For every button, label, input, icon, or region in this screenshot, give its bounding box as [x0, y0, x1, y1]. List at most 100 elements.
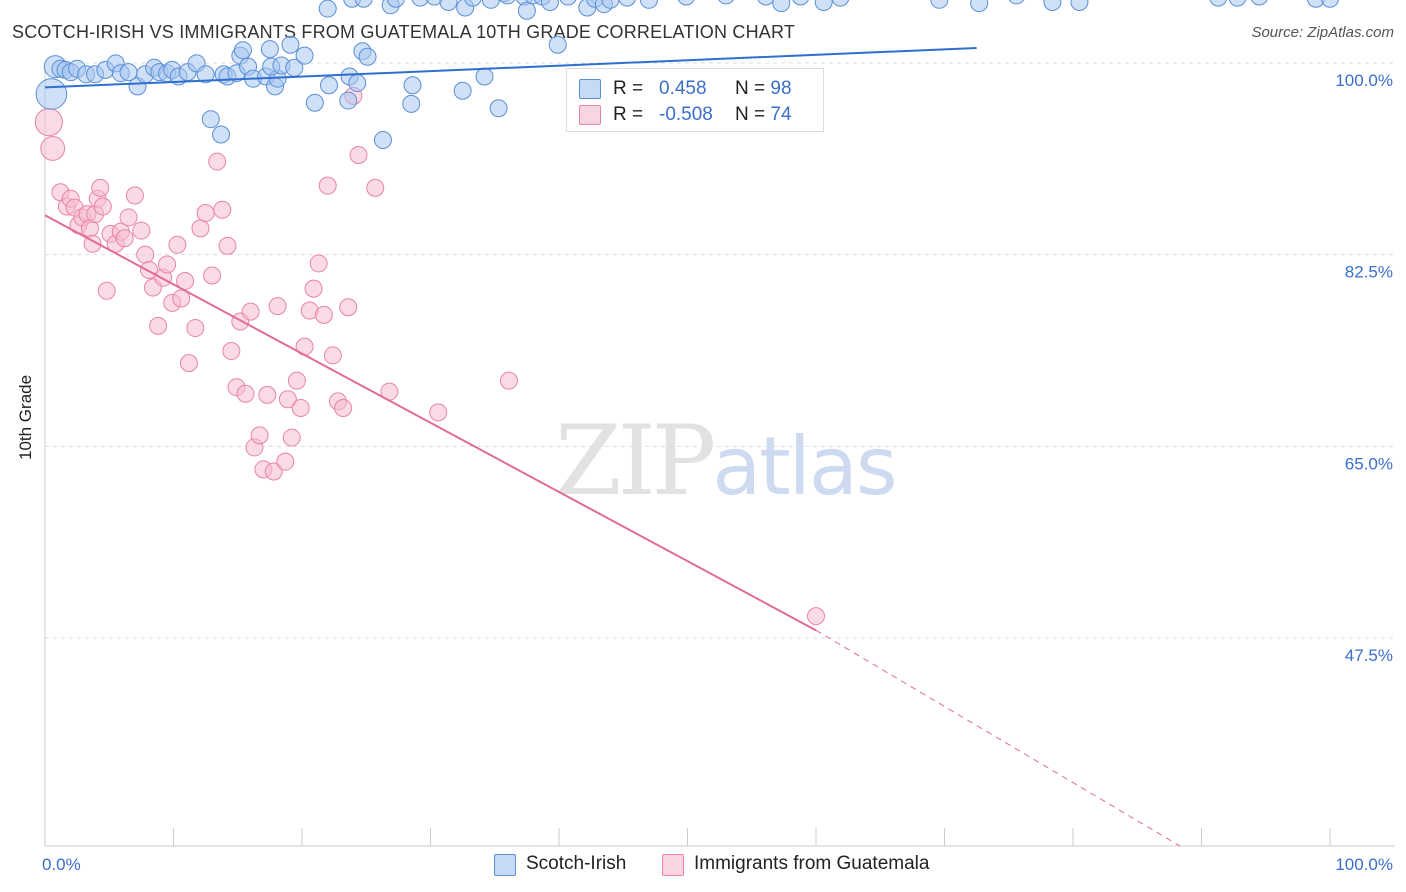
point-scotch-irish-37	[281, 35, 300, 54]
point-scotch-irish-96	[1321, 0, 1339, 8]
point-guatemala-60	[309, 254, 328, 273]
point-scotch-irish-22	[201, 110, 220, 129]
point-scotch-irish-88	[970, 0, 989, 13]
point-guatemala-22	[132, 221, 151, 240]
point-scotch-irish-79	[639, 0, 658, 9]
point-scotch-irish-42	[319, 76, 338, 95]
axes	[44, 68, 1395, 847]
stats-legend: R = 0.458 N = 98 R = -0.508 N = 74	[566, 68, 824, 132]
point-guatemala-50	[264, 462, 283, 481]
legend-label-guatemala: Immigrants from Guatemala	[694, 853, 930, 874]
n-label: N = 74	[735, 104, 792, 125]
point-guatemala-56	[291, 399, 310, 417]
point-scotch-irish-78	[618, 0, 636, 7]
trend-line-scotch-irish	[44, 47, 977, 89]
grid	[45, 62, 1395, 639]
point-scotch-irish-62	[481, 0, 500, 9]
point-scotch-irish-71	[548, 35, 567, 54]
point-guatemala-73	[807, 607, 825, 626]
y-tick-label-3: 100.0%	[1335, 71, 1393, 90]
point-guatemala-68	[349, 146, 368, 164]
x-tick-label-1: 100.0%	[1335, 855, 1393, 874]
point-guatemala-66	[339, 298, 358, 317]
point-scotch-irish-56	[426, 0, 443, 6]
point-guatemala-51	[268, 297, 287, 316]
point-scotch-irish-28	[233, 41, 252, 60]
legend-swatch-guatemala	[662, 854, 684, 876]
point-guatemala-71	[429, 403, 448, 422]
point-guatemala-19	[115, 229, 134, 248]
point-guatemala-41	[222, 342, 241, 361]
source-label: Source: ZipAtlas.com	[1251, 24, 1394, 41]
point-scotch-irish-63	[489, 99, 508, 118]
point-guatemala-40	[218, 236, 237, 255]
point-guatemala-32	[176, 271, 195, 290]
legend-swatch-scotch-irish	[494, 854, 516, 876]
point-guatemala-62	[318, 176, 337, 195]
point-scotch-irish-72	[559, 0, 577, 6]
point-guatemala-53	[278, 390, 297, 409]
point-scotch-irish-53	[402, 94, 421, 113]
point-guatemala-15	[97, 281, 116, 300]
point-scotch-irish-65	[499, 0, 516, 5]
r-label: R =	[613, 104, 644, 125]
point-guatemala-0	[34, 108, 63, 137]
point-scotch-irish-61	[475, 67, 494, 86]
point-scotch-irish-90	[1043, 0, 1062, 11]
point-scotch-irish-89	[1008, 0, 1025, 5]
n-value: 98	[770, 78, 792, 99]
point-scotch-irish-0	[35, 78, 68, 110]
y-tick-label-2: 82.5%	[1345, 263, 1393, 282]
chart-title: SCOTCH-IRISH VS IMMIGRANTS FROM GUATEMAL…	[12, 22, 796, 42]
point-scotch-irish-86	[831, 0, 850, 7]
point-scotch-irish-48	[358, 47, 377, 66]
point-scotch-irish-87	[930, 0, 949, 9]
point-guatemala-54	[282, 428, 301, 447]
watermark-atlas: atlas	[712, 420, 897, 513]
watermark: ZIPatlas	[555, 405, 898, 517]
point-scotch-irish-43	[339, 91, 358, 110]
point-scotch-irish-21	[196, 65, 215, 84]
r-value: 0.458	[659, 78, 707, 99]
point-scotch-irish-91	[1070, 0, 1089, 11]
trend-extension-guatemala	[815, 629, 1181, 847]
point-guatemala-21	[125, 186, 144, 205]
tick-labels: 47.5% 65.0% 82.5% 100.0% 0.0% 100.0%	[42, 71, 1393, 874]
point-guatemala-30	[168, 235, 187, 254]
y-axis-label: 10th Grade	[16, 374, 35, 460]
point-scotch-irish-32	[260, 40, 279, 59]
point-guatemala-39	[213, 200, 232, 219]
trend-lines	[44, 47, 1181, 847]
point-scotch-irish-77	[601, 0, 620, 9]
point-guatemala-35	[191, 219, 210, 238]
point-guatemala-61	[314, 305, 333, 324]
point-scotch-irish-83	[772, 0, 791, 13]
swatch-guatemala	[579, 105, 601, 125]
point-scotch-irish-41	[318, 0, 337, 18]
point-guatemala-28	[158, 255, 177, 274]
point-scotch-irish-81	[718, 0, 734, 5]
point-guatemala-65	[334, 399, 353, 417]
point-guatemala-47	[250, 426, 269, 445]
point-guatemala-59	[304, 279, 323, 298]
point-scotch-irish-67	[517, 1, 536, 20]
point-scotch-irish-82	[757, 0, 775, 6]
point-scotch-irish-23	[212, 125, 231, 144]
watermark-zip: ZIP	[555, 405, 716, 517]
point-scotch-irish-52	[386, 0, 405, 8]
point-guatemala-52	[276, 452, 295, 471]
series-guatemala-points	[34, 86, 825, 626]
x-tick-label-0: 0.0%	[42, 855, 81, 874]
r-value: -0.508	[659, 104, 713, 125]
point-guatemala-23	[136, 245, 155, 264]
trend-line-guatemala	[44, 214, 817, 632]
point-scotch-irish-57	[439, 0, 458, 11]
point-guatemala-55	[287, 371, 306, 390]
point-guatemala-45	[241, 302, 260, 321]
point-guatemala-44	[236, 384, 255, 403]
point-guatemala-14	[93, 197, 112, 216]
point-scotch-irish-92	[1209, 0, 1227, 7]
point-guatemala-13	[91, 178, 110, 197]
point-guatemala-37	[203, 266, 222, 285]
point-scotch-irish-49	[373, 131, 392, 149]
